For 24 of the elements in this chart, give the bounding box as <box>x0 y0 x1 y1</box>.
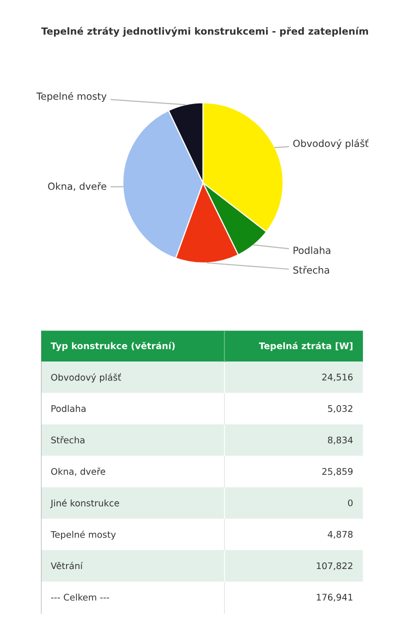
category-label: Okna, dveře <box>51 468 106 476</box>
chart-title: Tepelné ztráty jednotlivými konstrukcemi - před zateplením <box>41 26 368 37</box>
data-label: 176,941 <box>316 594 352 602</box>
category-label: --- Celkem --- <box>51 594 110 601</box>
slice-label: Obvodový plášť <box>293 139 368 149</box>
category-label: Obvodový plášť <box>51 373 122 382</box>
text: Tepelná ztráta [W] <box>258 342 352 351</box>
data-label: 5,032 <box>328 405 352 413</box>
slice-label: Střecha <box>293 266 330 274</box>
data-label: 24,516 <box>322 374 353 382</box>
slice-label: Tepelné mosty <box>36 92 106 102</box>
category-label: Větrání <box>50 562 83 570</box>
data-label: 4,878 <box>328 530 353 539</box>
text: Typ konstrukce (větrání) <box>50 342 175 352</box>
data-label: 0 <box>348 499 353 506</box>
category-label: Střecha <box>51 436 84 444</box>
data-label: 107,822 <box>316 562 352 570</box>
category-label: Tepelné mosty <box>50 530 116 540</box>
slice-label: Podlaha <box>294 246 330 254</box>
category-label: Jiné konstrukce <box>50 499 120 508</box>
data-label: 25,859 <box>322 468 353 476</box>
category-label: Podlaha <box>52 404 86 412</box>
slice-label: Okna, dveře <box>48 182 106 191</box>
data-label: 8,834 <box>328 436 353 444</box>
